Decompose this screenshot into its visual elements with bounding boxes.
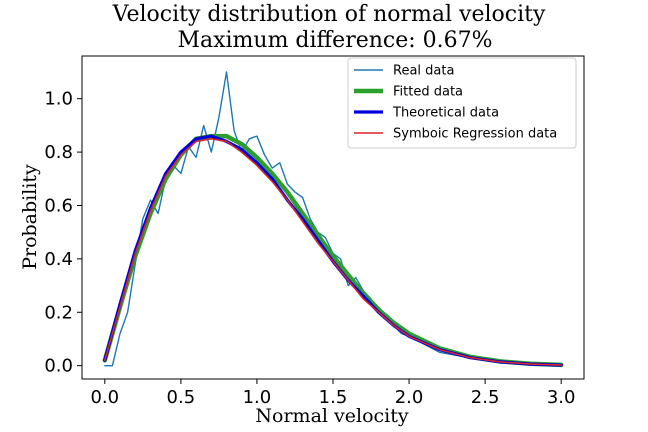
plot-area: 0.0 0.5 1.0 1.5 2.0 2.5 3.0 0.0 0.2 0.4 0.6 0.8 1.0 [44, 55, 585, 408]
x-axis-label: Normal velocity [255, 405, 408, 427]
x-tick-label: 0.5 [167, 387, 196, 408]
y-tick-label: 0.0 [44, 356, 73, 377]
series-line-2 [102, 133, 564, 368]
legend-frame [347, 57, 577, 149]
chart-subtitle: Maximum difference: 0.67% [177, 28, 492, 53]
legend: Real data Fitted data Theoretical data Symb… [347, 57, 577, 149]
x-tick-label: 1.0 [243, 387, 272, 408]
x-tick-label: 3.0 [547, 387, 576, 408]
legend-label-4: Symboic Regression data [393, 127, 557, 142]
x-tick-label: 0.0 [90, 387, 119, 408]
legend-label-1: Real data [393, 64, 454, 79]
y-tick-label: 0.6 [44, 195, 73, 216]
series-line-4 [104, 138, 563, 366]
y-tick-label: 0.8 [44, 142, 73, 163]
chart-title: Velocity distribution of normal velocity [112, 2, 546, 27]
y-tick-label: 0.2 [44, 302, 73, 323]
y-axis-label: Probability [19, 164, 41, 270]
y-tick-label: 0.4 [44, 249, 73, 270]
y-tick-label: 1.0 [44, 89, 73, 110]
legend-label-3: Theoretical data [392, 106, 499, 121]
x-tick-label: 1.5 [319, 387, 348, 408]
legend-label-2: Fitted data [393, 85, 463, 100]
x-tick-label: 2.5 [471, 387, 500, 408]
x-tick-label: 2.0 [395, 387, 424, 408]
